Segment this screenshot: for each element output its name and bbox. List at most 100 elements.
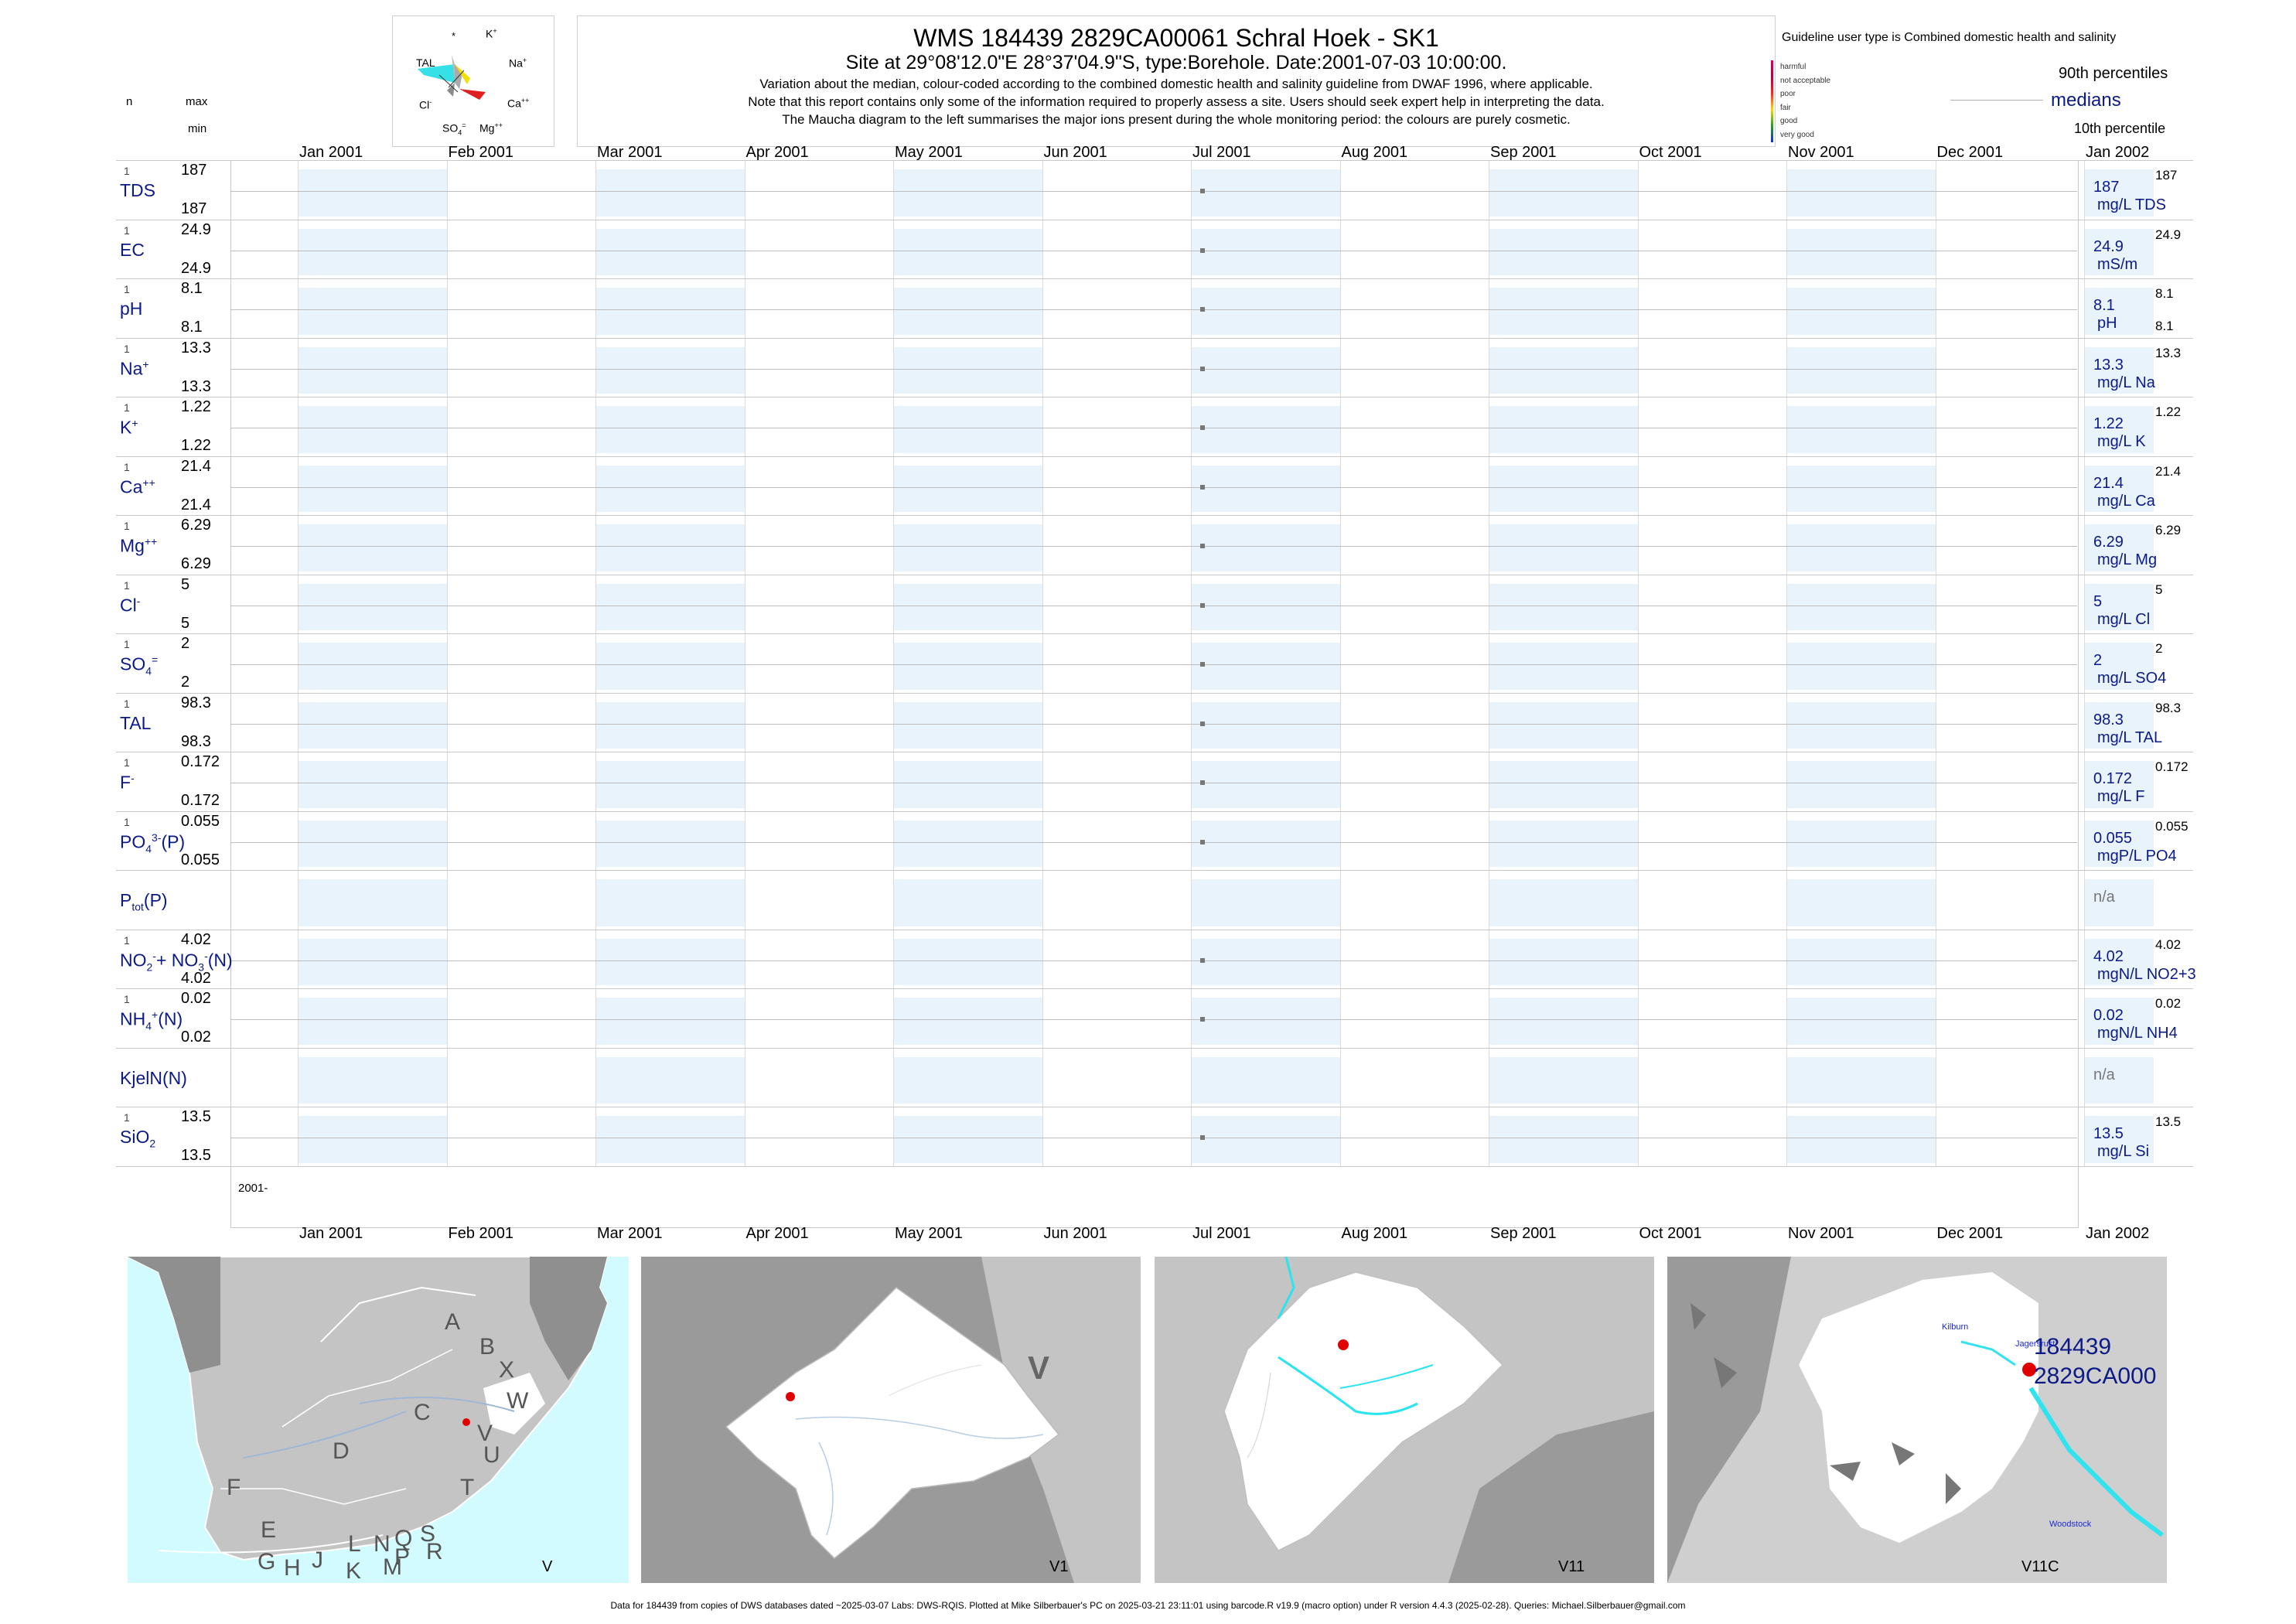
x-tick-top: Oct 2001 bbox=[1639, 144, 1702, 161]
data-point bbox=[1199, 189, 1205, 194]
variable-label: SO4= bbox=[120, 653, 158, 677]
page-title: WMS 184439 2829CA00061 Schral Hoek - SK1 bbox=[913, 24, 1439, 52]
variable-label: TDS bbox=[120, 180, 155, 201]
x-tick-top: Nov 2001 bbox=[1788, 144, 1854, 161]
data-point bbox=[1199, 425, 1205, 431]
month-stripe bbox=[893, 346, 1042, 394]
month-stripe bbox=[1191, 228, 1340, 275]
row-separator bbox=[116, 1047, 2193, 1049]
variable-label: EC bbox=[120, 240, 145, 261]
median-value: 21.4 bbox=[2093, 474, 2124, 492]
month-stripe bbox=[1786, 820, 1936, 867]
month-stripe bbox=[595, 583, 745, 630]
month-stripe bbox=[893, 169, 1042, 217]
map-v1: V V1 bbox=[641, 1257, 1141, 1583]
maucha-k: K+ bbox=[486, 27, 497, 40]
variable-label: SiO2 bbox=[120, 1127, 155, 1150]
month-stripe bbox=[1786, 998, 1936, 1045]
data-point bbox=[1199, 1017, 1205, 1022]
legend-class-label: poor bbox=[1780, 90, 1796, 98]
p90-value: 5 bbox=[2155, 582, 2163, 597]
month-stripe bbox=[1786, 346, 1936, 394]
desc-line-1: Variation about the median, colour-coded… bbox=[759, 77, 1593, 91]
min-value: 0.055 bbox=[181, 851, 220, 868]
row-median-line bbox=[230, 368, 2077, 370]
variable-label: pH bbox=[120, 299, 142, 319]
map-region-label: U bbox=[483, 1442, 500, 1468]
month-stripe bbox=[1489, 583, 1638, 630]
month-stripe bbox=[298, 643, 447, 690]
month-stripe bbox=[595, 761, 745, 808]
month-stripe bbox=[893, 701, 1042, 749]
map2-region-label: V bbox=[1028, 1349, 1050, 1386]
month-stripe bbox=[595, 524, 745, 571]
x-gridline bbox=[1042, 160, 1043, 1166]
month-stripe bbox=[2084, 465, 2154, 512]
month-stripe bbox=[1191, 820, 1340, 867]
variable-sup: ++ bbox=[144, 535, 158, 548]
desc-line-2: Note that this report contains only some… bbox=[748, 94, 1605, 109]
month-stripe bbox=[1786, 1116, 1936, 1163]
month-stripe bbox=[893, 643, 1042, 690]
unit-label: mg/L TAL bbox=[2097, 728, 2163, 746]
median-value: 1.22 bbox=[2093, 415, 2124, 432]
variable-name: Na bbox=[120, 358, 143, 379]
row-median-line bbox=[230, 309, 2077, 311]
month-stripe bbox=[1489, 998, 1638, 1045]
variable-sup: + bbox=[152, 1008, 159, 1021]
month-stripe bbox=[298, 288, 447, 335]
month-stripe bbox=[298, 761, 447, 808]
maucha-k-sup: + bbox=[493, 27, 497, 35]
median-value: 4.02 bbox=[2093, 947, 2124, 965]
month-stripe bbox=[298, 524, 447, 571]
month-stripe bbox=[595, 228, 745, 275]
p90-value: 0.172 bbox=[2155, 759, 2189, 774]
n-value: 1 bbox=[124, 223, 130, 237]
month-stripe bbox=[1191, 1056, 1340, 1104]
month-stripe bbox=[595, 346, 745, 394]
month-stripe bbox=[1489, 643, 1638, 690]
month-stripe bbox=[893, 406, 1042, 453]
variable-sup: + bbox=[142, 357, 149, 370]
unit-label: mg/L Si bbox=[2097, 1143, 2150, 1160]
maucha-mg: Mg++ bbox=[479, 121, 503, 135]
n-value: 1 bbox=[124, 283, 130, 295]
month-stripe bbox=[1191, 583, 1340, 630]
month-stripe bbox=[1786, 761, 1936, 808]
maucha-star: * bbox=[452, 30, 456, 42]
x-gridline bbox=[298, 160, 299, 1166]
n-value: 1 bbox=[124, 815, 130, 828]
month-stripe bbox=[893, 465, 1042, 512]
rows-top-line bbox=[116, 160, 2193, 161]
variable-label: K+ bbox=[120, 417, 138, 438]
max-value: 13.3 bbox=[181, 339, 211, 357]
month-stripe bbox=[893, 938, 1042, 985]
min-value: 8.1 bbox=[181, 319, 203, 336]
variable-sup: ++ bbox=[142, 476, 155, 489]
map-v11c: 184439 2829CA000 Kilburn Jagersrust Wood… bbox=[1667, 1257, 2167, 1583]
row-separator bbox=[116, 1165, 2193, 1167]
month-stripe bbox=[1786, 465, 1936, 512]
x-tick-bottom: Oct 2001 bbox=[1639, 1225, 1702, 1242]
n-value: 1 bbox=[124, 638, 130, 650]
min-value: 24.9 bbox=[181, 259, 211, 277]
x-gridline bbox=[893, 160, 894, 1166]
month-stripe bbox=[1191, 879, 1340, 926]
row-median-line bbox=[230, 546, 2077, 548]
month-stripe bbox=[1489, 1116, 1638, 1163]
p90-value: 98.3 bbox=[2155, 700, 2182, 715]
month-stripe bbox=[595, 169, 745, 217]
map-region-label: C bbox=[414, 1400, 431, 1425]
month-stripe bbox=[298, 938, 447, 985]
map-region-label: F bbox=[227, 1475, 241, 1500]
month-stripe bbox=[1786, 169, 1936, 217]
month-stripe bbox=[1191, 701, 1340, 749]
p10-value: 8.1 bbox=[2155, 319, 2174, 333]
month-stripe bbox=[1191, 998, 1340, 1045]
month-stripe bbox=[1489, 879, 1638, 926]
row-median-line bbox=[230, 191, 2077, 193]
x-tick-bottom: Jan 2002 bbox=[2086, 1225, 2150, 1242]
variable-name: TAL bbox=[120, 712, 152, 733]
month-stripe bbox=[2084, 406, 2154, 453]
median-value: n/a bbox=[2093, 889, 2115, 906]
